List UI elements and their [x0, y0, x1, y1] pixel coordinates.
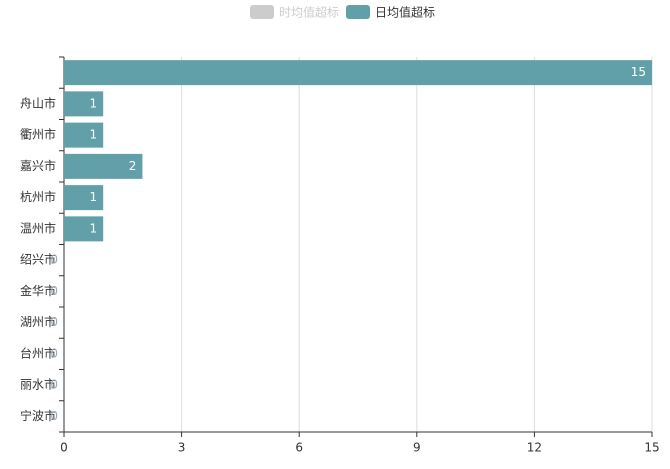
- y-tick-label: 衢州市: [20, 127, 56, 142]
- y-tick-label: 嘉兴市: [20, 158, 56, 173]
- y-tick-label: 宁波市: [20, 408, 56, 423]
- value-label: 0: [50, 378, 58, 392]
- legend-label[interactable]: 日均值超标: [375, 5, 435, 20]
- x-tick-label: 9: [413, 441, 421, 455]
- value-label: 1: [90, 190, 98, 204]
- bar: [64, 122, 104, 148]
- y-tick-label: 舟山市: [20, 95, 56, 110]
- value-label: 1: [90, 128, 98, 142]
- value-label: 0: [50, 409, 58, 423]
- bar: [64, 216, 104, 242]
- y-tick-label: 金华市: [20, 283, 56, 298]
- y-tick-label: 丽水市: [20, 377, 56, 392]
- y-tick-label: 温州市: [20, 220, 56, 235]
- value-label: 0: [50, 253, 58, 267]
- y-tick-label: 台州市: [20, 345, 56, 360]
- value-label: 2: [129, 159, 137, 173]
- x-tick-label: 0: [60, 441, 68, 455]
- x-tick-label: 3: [178, 441, 186, 455]
- y-tick-label: 湖州市: [20, 314, 56, 329]
- legend-label[interactable]: 时均值超标: [279, 5, 339, 20]
- legend-swatch[interactable]: [346, 5, 370, 19]
- value-label: 15: [631, 65, 646, 79]
- bar: [64, 153, 143, 179]
- value-label: 0: [50, 315, 58, 329]
- x-tick-label: 6: [295, 441, 303, 455]
- value-label: 1: [90, 96, 98, 110]
- bar: [64, 185, 104, 211]
- value-label: 0: [50, 284, 58, 298]
- x-tick-label: 15: [644, 441, 659, 455]
- legend-swatch[interactable]: [250, 5, 274, 19]
- value-label: 0: [50, 346, 58, 360]
- bar: [64, 91, 104, 117]
- y-tick-label: 绍兴市: [20, 252, 56, 267]
- bar: [64, 60, 652, 86]
- x-tick-label: 12: [527, 441, 542, 455]
- value-label: 1: [90, 221, 98, 235]
- y-tick-label: 杭州市: [20, 189, 56, 204]
